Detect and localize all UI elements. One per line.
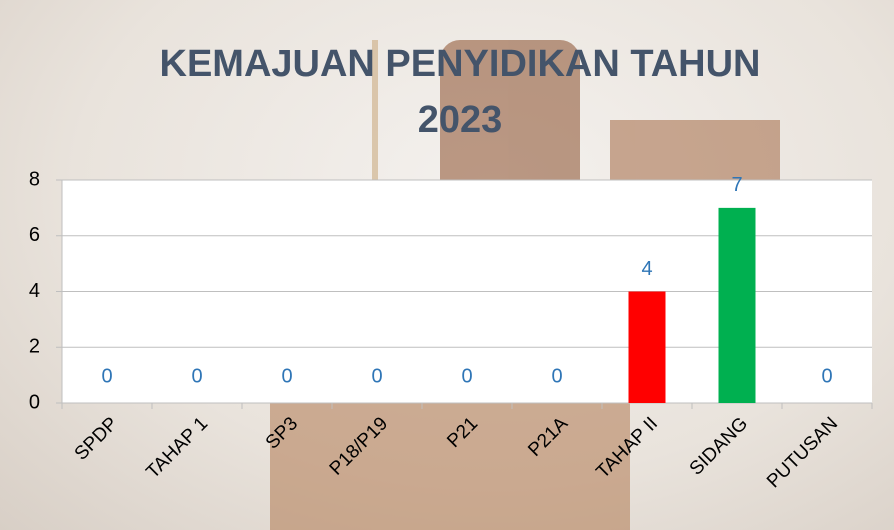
x-tick-label: SPDP [71, 413, 122, 464]
data-label: 0 [371, 365, 382, 387]
data-label: 0 [461, 365, 472, 387]
x-tick-label: TAHAP 1 [142, 413, 212, 483]
data-label: 0 [281, 365, 292, 387]
y-tick-label: 8 [29, 168, 40, 190]
data-label: 4 [641, 258, 652, 280]
bar [719, 208, 756, 403]
x-tick-label: SIDANG [686, 413, 752, 479]
data-label: 0 [551, 365, 562, 387]
y-tick-label: 4 [29, 280, 40, 302]
data-label: 0 [101, 365, 112, 387]
data-label: 7 [731, 174, 742, 196]
chart-frame: 02468SPDP0TAHAP 10SP30P18/P190P210P21A0T… [0, 0, 894, 530]
bar [629, 292, 666, 404]
x-tick-label: PUTUSAN [763, 413, 842, 492]
gavel-base [270, 400, 630, 530]
y-tick-label: 0 [29, 391, 40, 413]
y-tick-label: 6 [29, 224, 40, 246]
data-label: 0 [821, 365, 832, 387]
chart-title: KEMAJUAN PENYIDIKAN TAHUN 2023 [120, 36, 800, 148]
y-tick-label: 2 [29, 336, 40, 358]
data-label: 0 [191, 365, 202, 387]
